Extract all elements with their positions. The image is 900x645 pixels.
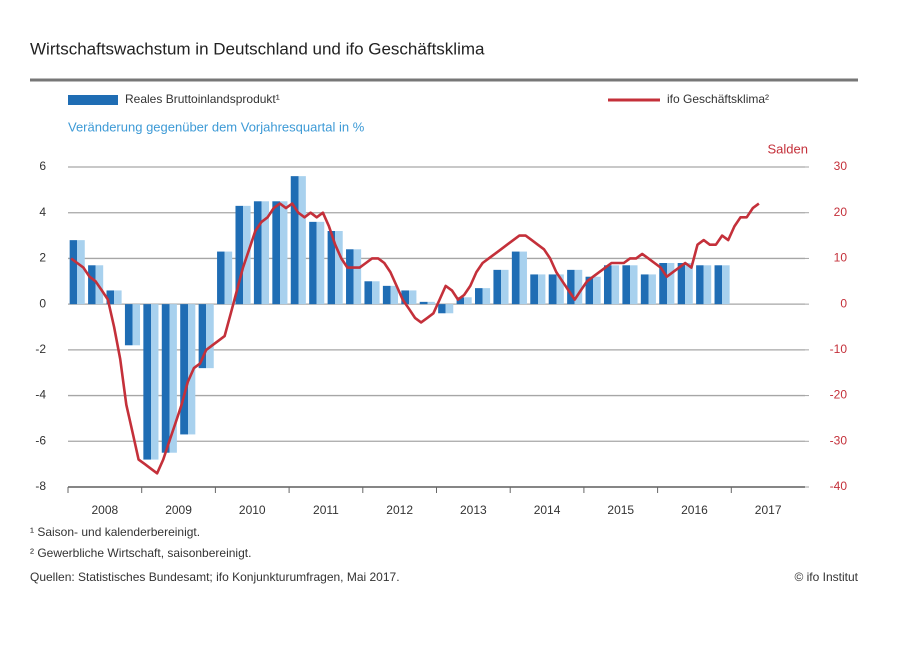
footnote: ¹ Saison- und kalenderbereinigt. (30, 525, 200, 539)
bar (438, 304, 454, 314)
y-tick-label: 0 (39, 296, 46, 310)
y2-tick-label: 30 (834, 159, 848, 173)
bar (456, 297, 472, 305)
bar (530, 274, 546, 305)
bar (198, 304, 214, 369)
y-tick-label: -4 (35, 388, 46, 402)
y-tick-label: 2 (39, 251, 46, 265)
source: Quellen: Statistisches Bundesamt; ifo Ko… (30, 570, 400, 584)
y-tick-label: -2 (35, 342, 46, 356)
bar (401, 290, 417, 305)
y2-tick-label: -10 (830, 342, 848, 356)
x-tick-label: 2012 (386, 503, 413, 517)
bar (475, 288, 491, 305)
bar (382, 285, 398, 305)
bar (511, 251, 527, 305)
line (70, 202, 760, 475)
bar (640, 274, 656, 305)
x-tick-label: 2011 (313, 503, 339, 517)
bar (585, 276, 601, 305)
y2-tick-label: 10 (834, 251, 848, 265)
x-tick-label: 2010 (239, 503, 266, 517)
y-tick-label: 4 (39, 205, 46, 219)
bar (622, 265, 638, 305)
x-tick-label: 2017 (755, 503, 782, 517)
bar (346, 249, 362, 305)
legend-swatch (68, 95, 118, 105)
y2-tick-label: -40 (830, 479, 848, 493)
bar (217, 251, 233, 305)
y-tick-label: -6 (35, 433, 46, 447)
bar (327, 231, 343, 305)
footnote: ² Gewerbliche Wirtschaft, saisonbereinig… (30, 546, 251, 560)
bar (309, 221, 325, 305)
bar (88, 265, 104, 305)
y-tick-label: 6 (39, 159, 46, 173)
bar (69, 240, 85, 305)
bar (161, 304, 177, 453)
y2-tick-label: 0 (840, 296, 847, 310)
bar (364, 281, 380, 305)
x-tick-label: 2013 (460, 503, 487, 517)
y2-tick-label: 20 (834, 205, 848, 219)
x-tick-label: 2009 (165, 503, 192, 517)
x-tick-label: 2015 (607, 503, 634, 517)
bar (290, 176, 306, 305)
x-tick-label: 2016 (681, 503, 708, 517)
x-tick-label: 2014 (534, 503, 561, 517)
bar (106, 290, 122, 305)
bar (124, 304, 141, 346)
y-axis-title: Veränderung gegenüber dem Vorjahresquart… (68, 119, 365, 134)
y2-tick-label: -20 (830, 388, 848, 402)
credit: © ifo Institut (794, 570, 858, 584)
bar (143, 304, 159, 460)
bar (272, 201, 288, 305)
bar (548, 274, 564, 305)
y2-tick-label: -30 (830, 433, 848, 447)
legend-label: Reales Bruttoinlandsprodukt¹ (125, 92, 280, 106)
bar (180, 304, 196, 435)
bar (419, 301, 435, 305)
bar (696, 265, 712, 305)
bar (714, 265, 730, 305)
x-tick-label: 2008 (91, 503, 118, 517)
bar (493, 269, 509, 305)
y-tick-label: -8 (35, 479, 46, 493)
chart-title: Wirtschaftswachstum in Deutschland und i… (30, 39, 485, 58)
legend-label: ifo Geschäftsklima² (667, 92, 769, 106)
bar (677, 263, 693, 305)
y2-axis-title: Salden (768, 141, 808, 156)
bar (603, 265, 620, 305)
